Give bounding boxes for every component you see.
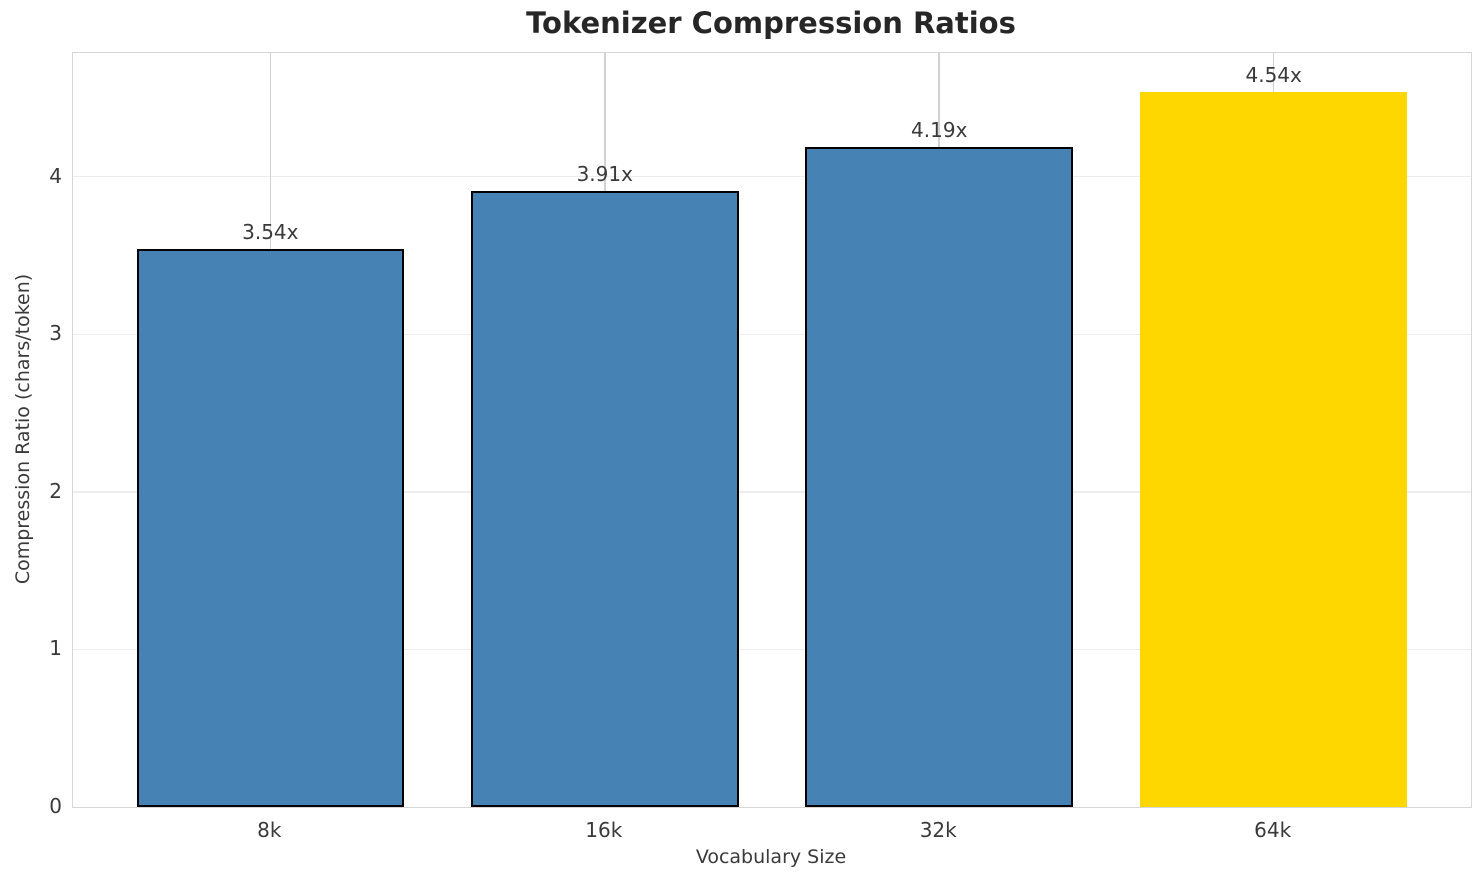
gridline-horizontal — [73, 491, 1471, 493]
gridline-horizontal — [73, 648, 1471, 651]
y-tick-label: 1 — [49, 636, 62, 661]
y-tick-label: 2 — [49, 478, 62, 503]
x-tick-label: 8k — [257, 818, 282, 842]
y-tick-label: 3 — [49, 321, 62, 346]
bar-value-label: 3.91x — [576, 161, 633, 186]
x-tick-label: 64k — [1254, 818, 1292, 842]
y-tick-label: 4 — [49, 163, 62, 188]
x-tick-label: 16k — [585, 818, 623, 842]
gridline-horizontal — [73, 175, 1471, 178]
plot-area: 3.54x 3.91x 4.19x 4.54x — [72, 52, 1472, 808]
chart-title: Tokenizer Compression Ratios — [526, 6, 1016, 40]
x-axis-title: Vocabulary Size — [695, 846, 847, 868]
y-tick-label: 0 — [49, 794, 62, 818]
bar-16k — [470, 190, 739, 807]
bar-value-label: 4.19x — [911, 117, 968, 142]
gridline-horizontal — [73, 333, 1471, 336]
bar-8k — [136, 249, 405, 807]
bar-value-label: 4.54x — [1245, 62, 1302, 87]
bar-value-label: 3.54x — [242, 220, 299, 245]
x-tick-label: 32k — [919, 818, 957, 842]
bar-32k — [805, 146, 1073, 807]
bar-64k — [1139, 91, 1408, 807]
